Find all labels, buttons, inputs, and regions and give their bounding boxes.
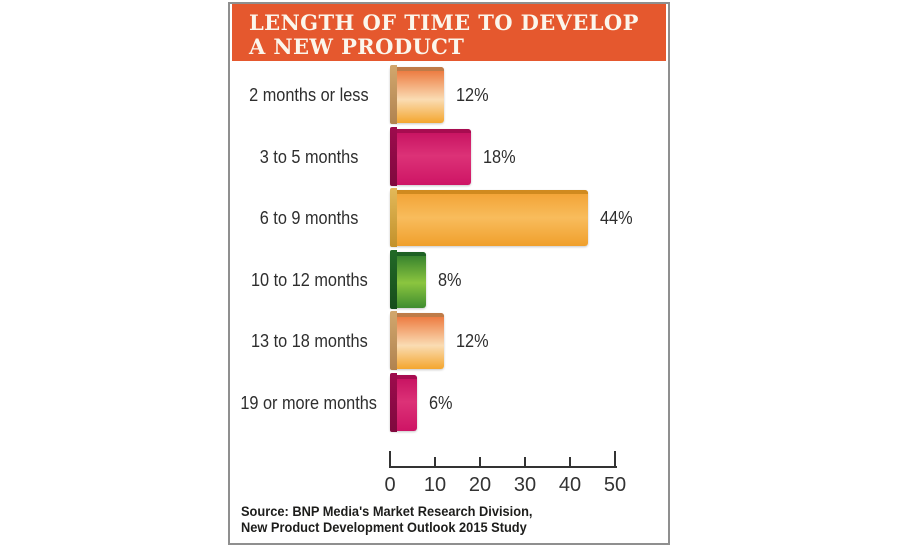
- x-axis-tick: [614, 451, 616, 468]
- value-label: 44%: [600, 190, 637, 246]
- x-axis-tick-label: 40: [558, 474, 582, 496]
- bar-face: [397, 313, 444, 369]
- value-label: 8%: [438, 252, 465, 308]
- bar-row: 6 to 9 months 44%: [230, 188, 668, 247]
- bar-face: [397, 128, 471, 185]
- value-label: 12%: [456, 313, 493, 369]
- x-axis-line: [389, 466, 617, 468]
- category-label-text: 10 to 12 months: [250, 268, 368, 290]
- bar-side-face: [390, 65, 397, 124]
- bar-face: [397, 251, 426, 308]
- source-credit: Source: BNP Media's Market Research Divi…: [241, 504, 532, 536]
- chart-title-bar: LENGTH OF TIME TO DEVELOP A NEW PRODUCT: [232, 4, 666, 61]
- bar-face: [397, 67, 444, 123]
- bar-chart: 2 months or less 12% 3 to 5 months 18% 6 to …: [230, 4, 668, 543]
- bar-side-face: [390, 126, 397, 186]
- bar: [390, 65, 444, 124]
- x-axis-tick: [389, 451, 391, 468]
- category-label-text: 2 months or less: [249, 84, 369, 105]
- value-label-text: 12%: [456, 84, 489, 105]
- bar-top-face: [397, 67, 444, 71]
- bar-side-face: [390, 311, 397, 370]
- bar-face: [397, 190, 588, 246]
- bar-row: 3 to 5 months 18%: [230, 126, 668, 186]
- category-label-text: 6 to 9 months: [259, 207, 359, 228]
- bar-top-face: [397, 251, 426, 256]
- category-label: 10 to 12 months: [236, 252, 382, 308]
- value-label: 6%: [429, 375, 456, 431]
- x-axis-tick: [434, 457, 436, 468]
- bar: [390, 188, 588, 247]
- value-label: 12%: [456, 67, 493, 123]
- bar-face: [397, 374, 417, 431]
- x-axis-tick: [524, 457, 526, 468]
- bar-side-face: [390, 249, 397, 309]
- category-label-text: 19 or more months: [240, 391, 378, 413]
- bar-top-face: [397, 190, 588, 194]
- bar-top-face: [397, 128, 471, 133]
- x-axis-tick-label: 10: [423, 474, 447, 496]
- x-axis-tick: [569, 457, 571, 468]
- bar-row: 2 months or less 12%: [230, 65, 668, 124]
- source-line-1: Source: BNP Media's Market Research Divi…: [241, 504, 533, 519]
- bar-row: 13 to 18 months 12%: [230, 311, 668, 370]
- bar: [390, 249, 426, 309]
- x-axis-tick-label: 20: [468, 474, 492, 496]
- bar-top-face: [397, 313, 444, 317]
- category-label-text: 3 to 5 months: [259, 145, 359, 167]
- value-label-text: 44%: [600, 207, 633, 228]
- chart-title-line-1: LENGTH OF TIME TO DEVELOP: [249, 10, 639, 35]
- bar: [390, 372, 417, 432]
- category-label: 19 or more months: [236, 375, 382, 431]
- bar-row: 19 or more months 6%: [230, 372, 668, 432]
- category-label: 3 to 5 months: [236, 129, 382, 185]
- x-axis-tick-label: 30: [513, 474, 537, 496]
- value-label-text: 18%: [483, 145, 516, 167]
- bar-side-face: [390, 188, 397, 247]
- value-label-text: 6%: [429, 391, 453, 413]
- category-label-text: 13 to 18 months: [250, 330, 368, 351]
- x-axis-tick: [479, 457, 481, 468]
- bar: [390, 311, 444, 370]
- value-label: 18%: [483, 129, 520, 185]
- value-label-text: 12%: [456, 330, 489, 351]
- bar-row: 10 to 12 months 8%: [230, 249, 668, 309]
- x-axis: 0 10 20 30 40 50: [384, 450, 626, 510]
- category-label: 6 to 9 months: [236, 190, 382, 246]
- x-axis-tick-label: 0: [384, 474, 396, 496]
- bar-top-face: [397, 374, 417, 379]
- value-label-text: 8%: [438, 268, 462, 290]
- category-label: 2 months or less: [236, 67, 382, 123]
- infographic-panel: LENGTH OF TIME TO DEVELOP A NEW PRODUCT …: [228, 2, 670, 545]
- chart-title-line-2: A NEW PRODUCT: [249, 34, 465, 59]
- bar: [390, 126, 471, 186]
- bar-side-face: [390, 372, 397, 432]
- category-label: 13 to 18 months: [236, 313, 382, 369]
- x-axis-tick-label: 50: [603, 474, 627, 496]
- source-line-2: New Product Development Outlook 2015 Stu…: [241, 520, 527, 535]
